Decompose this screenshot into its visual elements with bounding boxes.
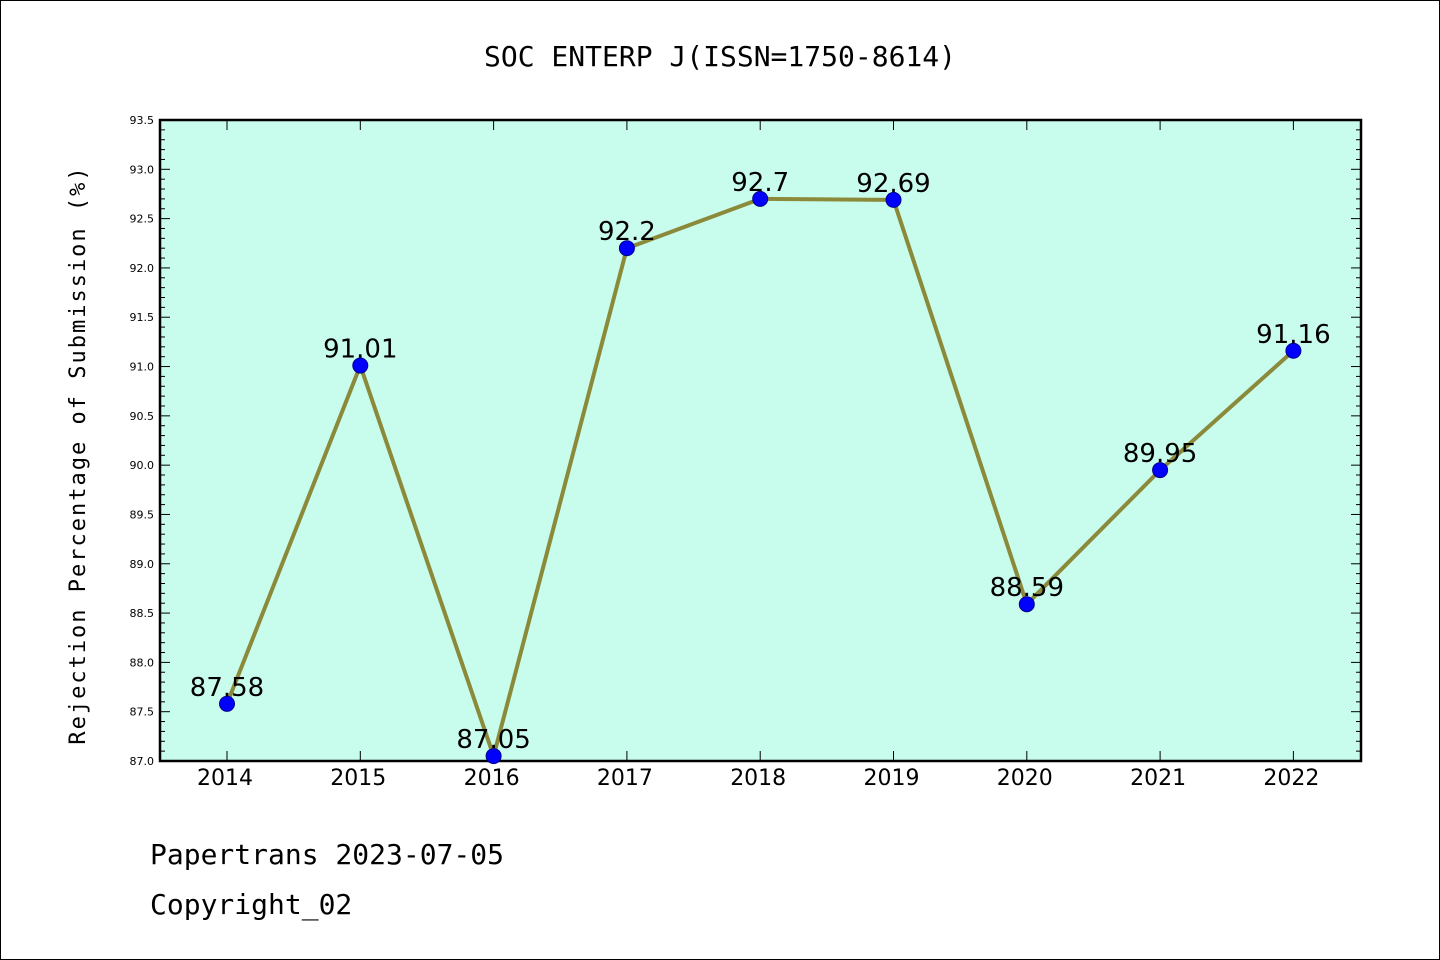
y-tick-label: 91.5 (130, 311, 155, 324)
x-tick-label: 2020 (997, 766, 1053, 791)
y-tick-label: 91.0 (130, 361, 155, 374)
data-point (885, 191, 902, 208)
data-label: 87.05 (456, 725, 530, 755)
y-tick-label: 87.5 (130, 706, 155, 719)
data-point (752, 190, 769, 207)
x-tick-label: 2014 (197, 766, 253, 791)
y-tick-label: 93.0 (130, 163, 155, 176)
y-tick-label: 93.5 (130, 114, 155, 127)
data-point (618, 240, 635, 257)
chart-title: SOC ENTERP J(ISSN=1750-8614) (484, 40, 956, 73)
y-tick-label: 92.5 (130, 213, 155, 226)
data-point (1152, 462, 1169, 479)
data-label: 92.7 (731, 168, 789, 198)
y-tick-label: 87.0 (130, 755, 155, 768)
data-label: 91.16 (1256, 320, 1330, 350)
data-point (352, 357, 369, 374)
footer-copyright: Copyright_02 (150, 888, 352, 922)
y-tick-label: 90.5 (130, 410, 155, 423)
x-axis: 2014 2015 2016 2017 2018 2019 2020 2021 2022 (197, 120, 1319, 791)
data-label: 88.59 (990, 573, 1064, 603)
data-label: 89.95 (1123, 439, 1197, 469)
x-tick-label: 2018 (730, 766, 786, 791)
y-tick-label: 89.5 (130, 508, 155, 521)
data-point (219, 695, 235, 712)
y-tick-label: 89.0 (130, 558, 155, 571)
data-point (1285, 342, 1302, 359)
x-tick-label: 2017 (597, 766, 653, 791)
data-point (485, 748, 502, 765)
x-tick-label: 2015 (330, 766, 386, 791)
y-tick-label: 92.0 (130, 262, 155, 275)
y-axis-label: Rejection Percentage of Submission (%) (66, 165, 91, 744)
data-label: 87.58 (190, 673, 264, 703)
data-label: 92.69 (856, 169, 930, 199)
data-label: 91.01 (323, 335, 397, 365)
y-tick-label: 88.5 (130, 607, 155, 620)
x-tick-label: 2019 (864, 766, 920, 791)
plot-area (158, 118, 1363, 763)
y-tick-label: 88.0 (130, 656, 155, 669)
data-label: 92.2 (598, 217, 656, 247)
y-tick-label: 90.0 (130, 459, 155, 472)
series-markers (219, 190, 1302, 765)
footer-publisher-date: Papertrans 2023-07-05 (150, 838, 504, 871)
y-axis: 87.0 87.5 88.0 88.5 89.0 89.5 90.0 90.5 91.0 91.5… (130, 114, 1361, 768)
x-tick-label: 2021 (1130, 766, 1186, 791)
x-tick-label: 2016 (464, 766, 520, 791)
x-tick-label: 2022 (1263, 766, 1319, 791)
data-point (1018, 596, 1035, 613)
data-labels: 87.58 91.01 87.05 92.2 92.7 92.69 88.59 89.95 91… (190, 168, 1331, 755)
